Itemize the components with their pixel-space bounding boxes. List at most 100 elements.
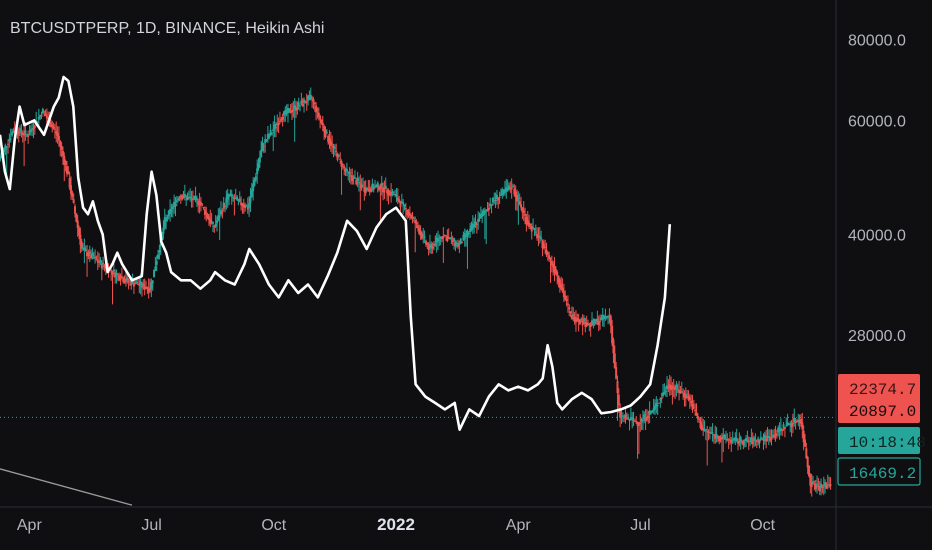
candle-body (730, 439, 733, 443)
price-tag-bg (838, 396, 920, 423)
candle-body (731, 439, 734, 441)
candle-body (675, 385, 678, 389)
candle-body (237, 199, 240, 201)
candle-body (277, 123, 280, 126)
overlay-line[interactable] (0, 75, 672, 432)
candle-body (481, 212, 484, 217)
candle-body (738, 441, 741, 443)
candle-body (822, 484, 825, 487)
candle-body (612, 339, 615, 354)
candle-body (817, 485, 820, 487)
time-axis[interactable]: Apr Jul Oct 2022 Apr Jul Oct (17, 515, 776, 534)
candle-body (588, 323, 591, 325)
candle-body (95, 259, 98, 261)
candle-body (367, 188, 370, 191)
price-axis[interactable]: 80000.0 60000.0 40000.0 28000.0 (848, 32, 906, 345)
candle-body (297, 102, 300, 107)
candle-body (273, 124, 276, 130)
candle-body (24, 130, 27, 134)
candle-body (225, 197, 228, 203)
candle-body (100, 263, 103, 269)
candle-body (408, 213, 411, 216)
candle-body (715, 434, 718, 436)
candle-body (795, 420, 798, 422)
candle-body (814, 484, 817, 490)
candle-body (162, 227, 165, 234)
candle-body (254, 176, 257, 180)
candle-body (501, 189, 504, 195)
candle-body (274, 127, 277, 129)
candle-body (716, 435, 719, 439)
candle-body (722, 435, 725, 439)
candle-body (88, 251, 91, 255)
candle-body (151, 280, 154, 284)
candle-body (47, 117, 50, 119)
candle-body (128, 280, 131, 282)
candle-body (438, 239, 441, 241)
candle-body (797, 420, 800, 422)
candle-body (265, 139, 268, 142)
candle-body (280, 119, 283, 121)
candle-body (410, 215, 413, 219)
candle-body (696, 415, 699, 419)
candle-body (534, 231, 537, 233)
candle-body (828, 484, 831, 486)
candle-body (424, 240, 427, 245)
candle-body (497, 197, 500, 201)
candle-body (221, 211, 224, 213)
candle-body (40, 115, 43, 117)
candle-body (469, 228, 472, 233)
time-tick-label: Jul (630, 517, 650, 534)
candle-body (210, 221, 213, 223)
time-tick-label: Jul (141, 517, 161, 534)
candle-body (447, 237, 450, 239)
candle-body (624, 414, 627, 418)
candle-body (554, 269, 557, 275)
candle-body (735, 438, 738, 441)
candle-body (299, 105, 302, 107)
candle-body (495, 194, 498, 199)
candle-body (528, 222, 531, 227)
candle-body (777, 427, 780, 433)
candle-body (281, 117, 284, 120)
candle-body (153, 269, 156, 278)
candle-body (236, 196, 239, 200)
candle-body (53, 128, 56, 130)
candle-body (45, 115, 48, 119)
candle-body (8, 138, 11, 142)
candle-body (269, 129, 272, 136)
price-tag: 20897.0 (838, 396, 920, 423)
candle-body (21, 132, 24, 136)
candle-body (411, 216, 414, 218)
candle-body (335, 151, 338, 153)
candle-body (691, 403, 694, 410)
candle-body (301, 103, 304, 107)
candle-body (375, 185, 378, 188)
candle-body (549, 257, 552, 260)
candle-body (557, 275, 560, 283)
candle-body (378, 186, 381, 191)
price-tags: 22374.7 20897.0 10:18:48 16469.2 (837, 374, 926, 486)
candle-body (751, 441, 754, 445)
candle-body (513, 188, 516, 195)
candle-body (597, 321, 600, 326)
candle-body (154, 266, 157, 272)
candle-body (666, 385, 669, 389)
candle-body (745, 437, 748, 442)
candle-body (427, 245, 430, 250)
candle-body (627, 417, 630, 419)
candle-body (112, 269, 115, 272)
trend-line[interactable] (0, 468, 133, 506)
candle-body (453, 238, 456, 242)
candle-body (420, 233, 423, 239)
candle-body (286, 108, 289, 113)
candle-body (620, 415, 623, 417)
candle-body (25, 133, 28, 135)
candle-body (470, 225, 473, 231)
candle-body (604, 315, 607, 319)
candle-body (503, 190, 506, 193)
candle-body (348, 172, 351, 174)
candle-body (613, 353, 616, 369)
candle-body (542, 244, 545, 249)
